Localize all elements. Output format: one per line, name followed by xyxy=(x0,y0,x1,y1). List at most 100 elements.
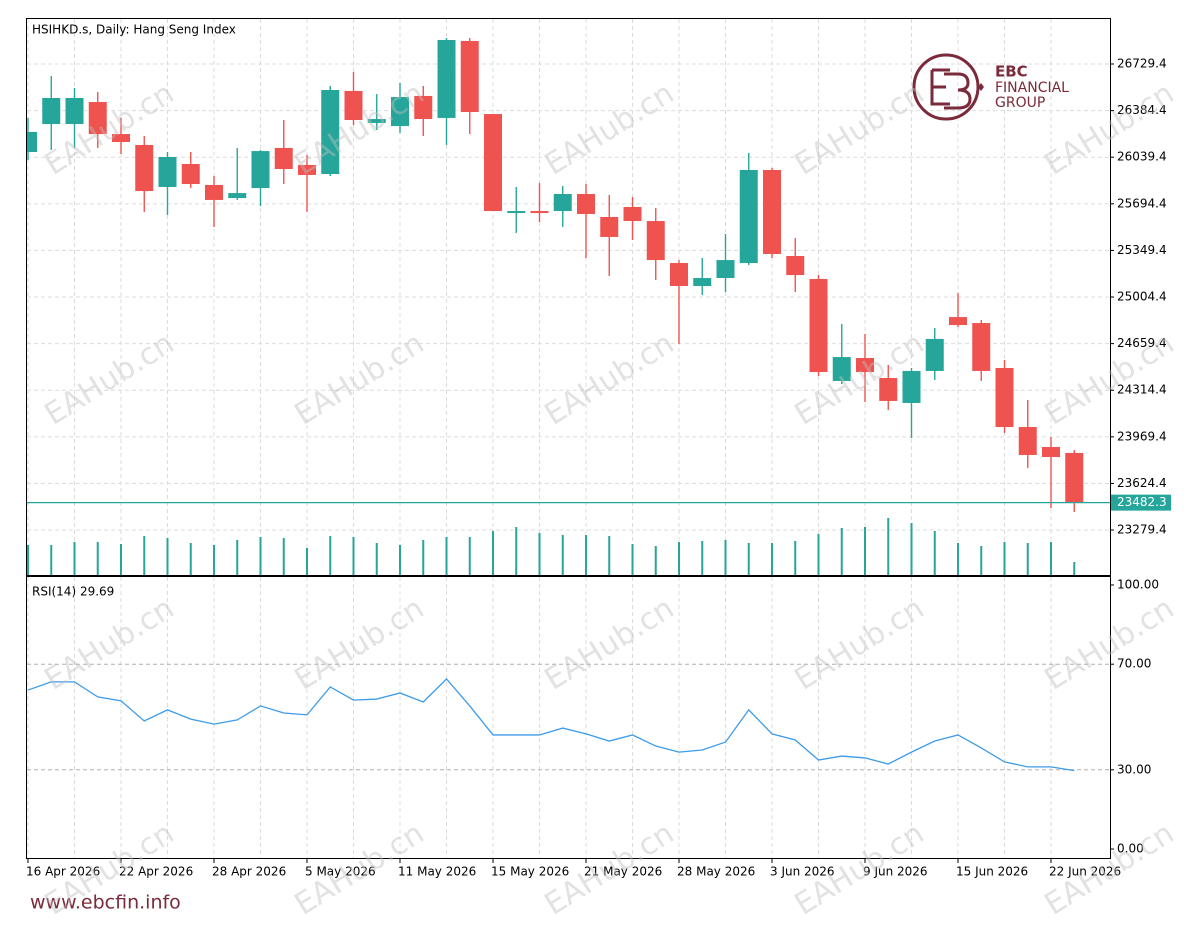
y-tick-label: 25349.4 xyxy=(1117,243,1167,257)
candle-body xyxy=(949,317,967,326)
y-tick-label: 0.00 xyxy=(1117,842,1144,856)
candle-body xyxy=(414,95,433,120)
x-tick-label: 16 Apr 2026 xyxy=(26,865,100,879)
volume-bar xyxy=(724,540,727,575)
candle-body xyxy=(298,164,316,175)
volume-bar xyxy=(1026,543,1029,575)
volume-bar xyxy=(399,545,401,575)
candle-body xyxy=(530,211,549,214)
candle-body xyxy=(693,278,712,286)
candle-body xyxy=(88,102,107,135)
candle-body xyxy=(925,338,944,371)
volume-bar xyxy=(933,531,936,575)
candle-body xyxy=(321,89,340,175)
y-tick-label: 23624.4 xyxy=(1117,476,1167,490)
candle-body xyxy=(670,263,688,286)
volume-bar xyxy=(96,542,99,575)
volume-bar xyxy=(50,545,53,575)
candle-body xyxy=(600,216,619,237)
logo-text: FINANCIAL xyxy=(995,80,1069,96)
x-tick-label: 22 Jun 2026 xyxy=(1049,865,1121,879)
rsi-pane-frame xyxy=(26,576,1111,859)
y-tick-label: 26729.4 xyxy=(1117,57,1167,71)
candle-body xyxy=(623,206,642,222)
volume-bar xyxy=(771,543,773,575)
candle-body xyxy=(763,169,781,254)
x-tick-label: 5 May 2026 xyxy=(305,865,376,879)
volume-bar xyxy=(538,533,541,575)
x-tick-label: 21 May 2026 xyxy=(584,865,662,879)
logo-diamond xyxy=(978,83,984,91)
candle-body xyxy=(205,184,223,200)
candle-body xyxy=(832,357,851,381)
candle-body xyxy=(112,134,130,143)
volume-bar xyxy=(213,545,215,575)
x-tick-label: 15 May 2026 xyxy=(491,865,569,879)
candle-body xyxy=(344,90,363,120)
volume-bar xyxy=(1050,542,1052,575)
rsi-pane xyxy=(27,663,1110,772)
volume-bar xyxy=(468,537,471,575)
rsi-title: RSI(14) 29.69 xyxy=(32,585,114,599)
volume-bar xyxy=(120,544,122,575)
candle-body xyxy=(786,256,805,276)
y-tick-label: 25694.4 xyxy=(1117,196,1167,210)
volume-bar xyxy=(375,543,378,575)
y-tick-label: 30.00 xyxy=(1117,762,1151,776)
x-tick-label: 11 May 2026 xyxy=(398,865,476,879)
volume-bar xyxy=(259,537,262,575)
candle-body xyxy=(809,278,828,373)
candle-body xyxy=(879,377,898,401)
volume-bar xyxy=(631,544,634,575)
candle-body xyxy=(460,40,479,113)
last-price-label: 23482.3 xyxy=(1117,495,1167,509)
chart-title: HSIHKD.s, Daily: Hang Seng Index xyxy=(32,23,236,37)
volume-bar xyxy=(445,537,448,575)
volume-bar xyxy=(306,548,308,575)
logo-text: EBC xyxy=(995,63,1028,81)
y-tick-label: 23969.4 xyxy=(1117,429,1167,443)
candle-body xyxy=(1018,427,1037,455)
candle-body xyxy=(739,169,758,264)
volume-bar xyxy=(585,535,587,575)
candle-body xyxy=(716,260,735,279)
volume-bar xyxy=(1073,562,1076,575)
y-tick-label: 25004.4 xyxy=(1117,290,1167,304)
volume-bar xyxy=(887,518,890,575)
volume-bar xyxy=(864,527,866,575)
volume-bar xyxy=(422,540,425,575)
volume-bar xyxy=(608,536,611,575)
volume-bar xyxy=(910,523,913,575)
volume-bar xyxy=(794,541,797,575)
candle-body xyxy=(1042,447,1060,458)
last-price-box xyxy=(1111,494,1171,511)
volume-bar xyxy=(840,528,843,575)
candle-body xyxy=(135,144,154,192)
candle-body xyxy=(42,97,61,125)
volume-bar xyxy=(352,537,355,575)
volume-bar xyxy=(980,546,983,575)
volume-bar xyxy=(701,541,704,575)
y-tick-label: 100.00 xyxy=(1117,577,1159,591)
y-tick-label: 70.00 xyxy=(1117,657,1151,671)
volume-bar xyxy=(561,535,564,575)
footer-url: www.ebcfin.info xyxy=(30,892,181,914)
volume-bar xyxy=(817,534,820,575)
candle-body xyxy=(902,370,921,403)
candle-body xyxy=(65,97,84,125)
volume-bar xyxy=(166,538,169,575)
volume-bar xyxy=(492,531,494,575)
rsi-line xyxy=(27,678,1075,772)
y-tick-label: 24314.4 xyxy=(1117,383,1167,397)
x-tick-label: 22 Apr 2026 xyxy=(119,865,193,879)
candle-body xyxy=(274,147,293,170)
volume-bar xyxy=(747,543,750,575)
candle-body xyxy=(553,194,572,212)
volume-bar xyxy=(678,542,680,575)
candle-body xyxy=(228,193,247,199)
y-tick-label: 26039.4 xyxy=(1117,150,1167,164)
candle-body xyxy=(367,119,386,123)
candle-body xyxy=(27,132,37,152)
